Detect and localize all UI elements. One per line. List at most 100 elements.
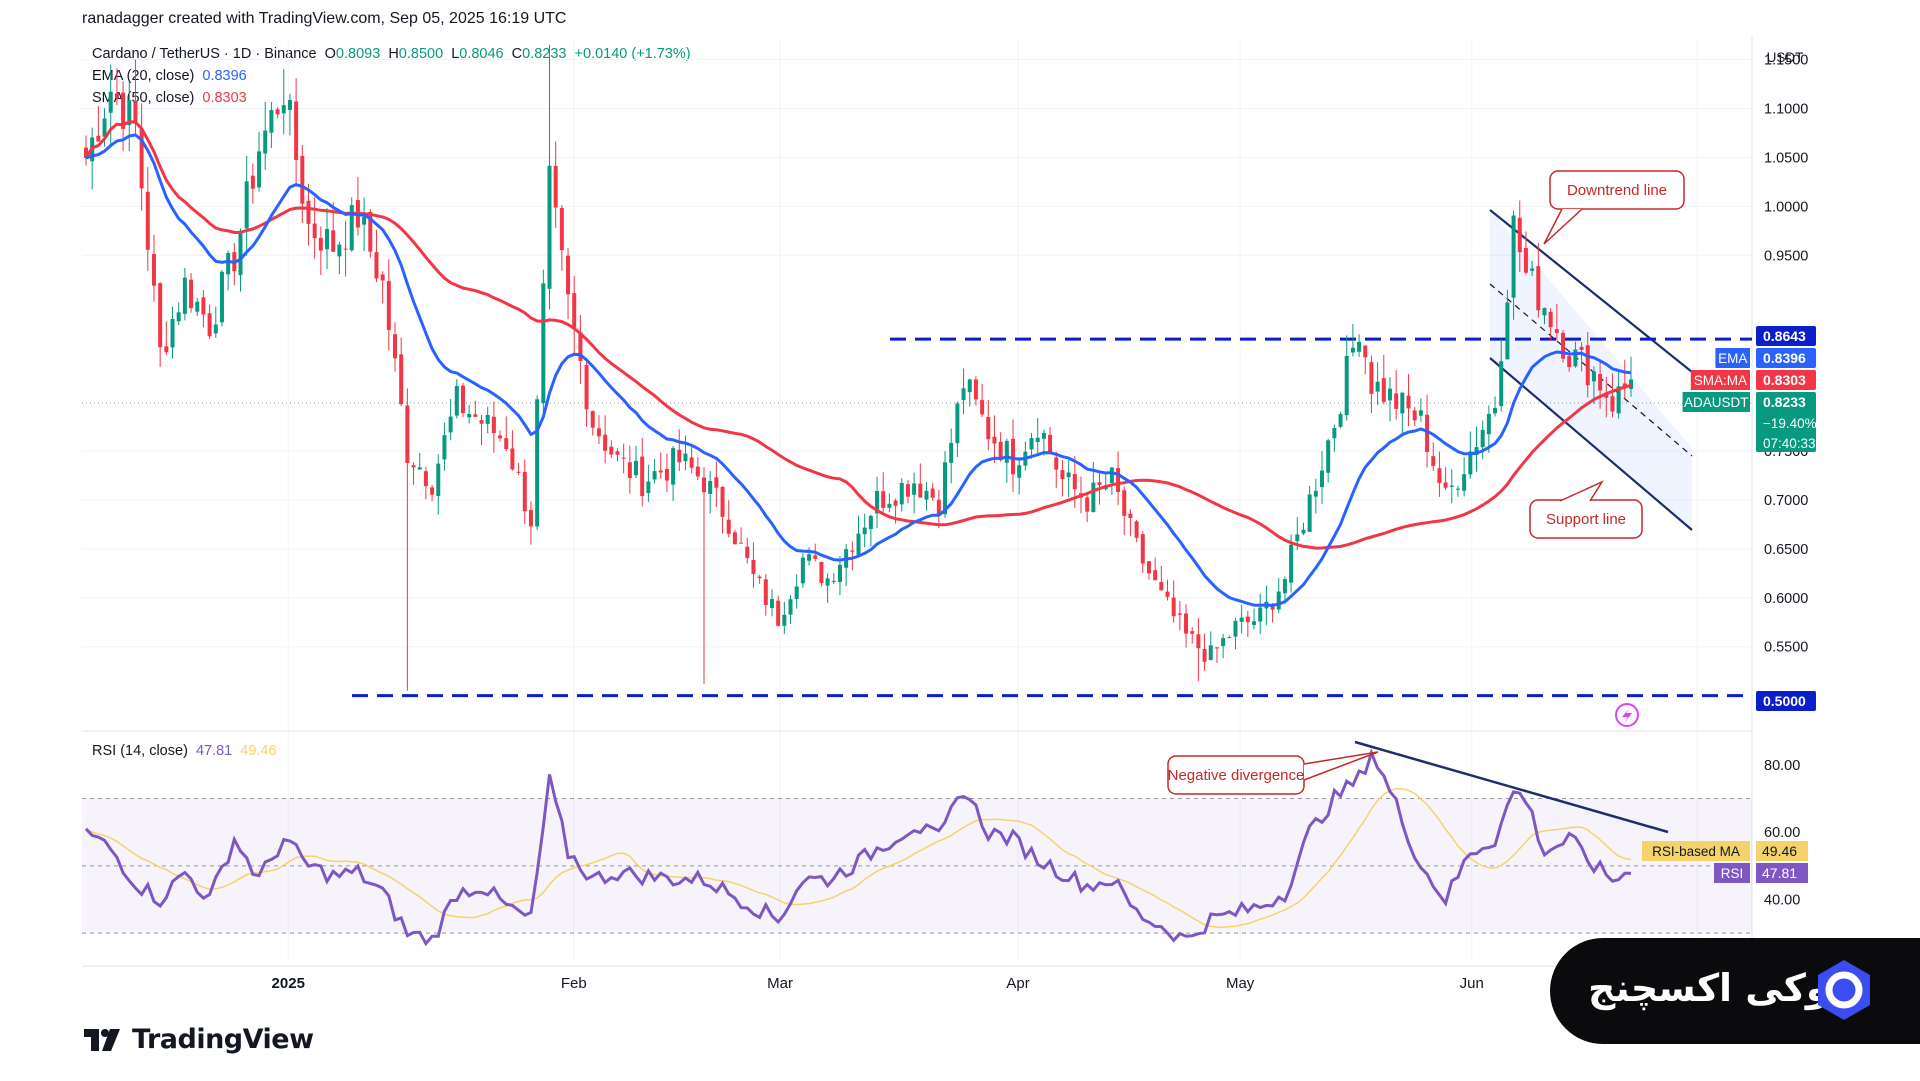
candle-body xyxy=(281,105,286,114)
candle-body xyxy=(133,101,138,124)
candle-body xyxy=(423,471,428,487)
downtrend-line xyxy=(1489,209,1693,373)
candle-body xyxy=(1048,434,1053,453)
candle-body xyxy=(176,312,181,322)
annotation-tail xyxy=(1303,751,1379,781)
price-axis[interactable]: USDT1.15001.10001.05001.00000.95000.7500… xyxy=(1764,50,1808,656)
rsi-tag-box xyxy=(1756,863,1808,883)
candle-body xyxy=(664,468,669,481)
candle-body xyxy=(498,435,503,439)
candle-body xyxy=(652,471,657,480)
exchange-logo-icon xyxy=(1818,960,1870,1020)
price-tag-extra: −19.40% xyxy=(1763,416,1817,431)
candle-body xyxy=(1208,645,1213,660)
rsi-band xyxy=(82,798,1752,934)
candle-body xyxy=(547,165,552,289)
candle-body xyxy=(955,403,960,444)
support-line xyxy=(1489,357,1693,531)
rsi-value: 47.81 xyxy=(195,743,233,759)
candle-body xyxy=(473,414,478,417)
candle-body xyxy=(1122,490,1127,516)
candle-body xyxy=(1381,378,1386,402)
candle-body xyxy=(1523,247,1528,273)
candle-body xyxy=(318,237,323,251)
candle-body xyxy=(275,109,280,115)
candle-body xyxy=(1629,379,1633,389)
tradingview-logo[interactable]: TradingView xyxy=(84,1024,314,1055)
candle-body xyxy=(572,293,577,329)
candle-body xyxy=(1196,634,1201,649)
price-tick-label: 0.6500 xyxy=(1764,542,1808,558)
ema-label: EMA (20, close) xyxy=(92,68,195,84)
price-tick-label: 1.1500 xyxy=(1764,53,1808,69)
candle-body xyxy=(1245,616,1250,623)
ema-value: 0.8396 xyxy=(202,68,247,84)
candle-body xyxy=(1258,607,1263,622)
candle-body xyxy=(566,255,571,295)
candle-body xyxy=(145,191,150,250)
candle-body xyxy=(1486,413,1491,435)
candle-body xyxy=(862,527,867,535)
candle-body xyxy=(84,147,88,158)
price-tag-name-box xyxy=(1690,370,1750,390)
candle-body xyxy=(1610,396,1615,412)
price-tick-label: 0.7000 xyxy=(1764,493,1808,509)
candle-body xyxy=(1017,465,1022,478)
sma-value: 0.8303 xyxy=(202,90,247,106)
candle-body xyxy=(300,155,305,204)
candle-body xyxy=(1041,432,1046,439)
candle-body xyxy=(516,471,521,473)
candle-body xyxy=(998,441,1003,461)
watermark-badge: اوکی اکسچنج xyxy=(1550,938,1920,1044)
candle-body xyxy=(1165,591,1170,597)
candle-body xyxy=(430,487,435,495)
candle-body xyxy=(374,252,379,279)
candle-body xyxy=(745,546,750,559)
candle-body xyxy=(1313,490,1318,497)
candle-body xyxy=(1591,371,1596,382)
candle-body xyxy=(337,244,342,257)
candle-body xyxy=(1332,428,1337,439)
candle-body xyxy=(448,416,453,433)
candle-body xyxy=(930,488,935,498)
candle-body xyxy=(1233,620,1238,637)
candle-body xyxy=(1011,438,1015,475)
rsi-line xyxy=(84,748,1632,947)
rsi-tick-label: 80.00 xyxy=(1764,758,1800,774)
candle-body xyxy=(1499,361,1504,407)
candle-body xyxy=(788,599,793,615)
rsi-legend[interactable]: RSI (14, close) 47.81 49.46 xyxy=(92,743,281,759)
candle-body xyxy=(102,118,107,137)
candle-body xyxy=(1109,467,1114,483)
tradingview-logo-icon xyxy=(84,1028,120,1051)
time-axis[interactable]: 2025FebMarAprMayJunJulAug xyxy=(272,975,1920,992)
candle-body xyxy=(961,388,966,401)
lightning-icon[interactable] xyxy=(1615,703,1639,727)
candle-body xyxy=(436,463,441,496)
ema-legend[interactable]: EMA (20, close) 0.8396 xyxy=(92,68,251,84)
rsi-tag-box xyxy=(1756,841,1808,861)
candle-body xyxy=(417,467,422,470)
symbol-name[interactable]: Cardano / TetherUS · 1D · Binance xyxy=(92,46,317,62)
rsi-ma-value: 49.46 xyxy=(240,743,277,759)
candle-body xyxy=(1344,355,1349,416)
price-tag-name: EMA xyxy=(1718,351,1747,366)
rsi-lines xyxy=(84,740,1669,947)
candle-body xyxy=(943,462,948,515)
rsi-axis[interactable]: 80.00 60.00 40.00 xyxy=(1764,758,1800,909)
open-label: O xyxy=(324,46,336,62)
candle-body xyxy=(807,554,812,561)
candle-body xyxy=(837,564,842,583)
candle-body xyxy=(899,482,904,505)
price-tag-value: 0.5000 xyxy=(1763,693,1806,709)
change-value: +0.0140 (+1.73%) xyxy=(574,46,691,62)
candle-body xyxy=(522,471,527,512)
close-label: C xyxy=(511,46,523,62)
candle-body xyxy=(269,110,274,133)
candle-body xyxy=(1029,438,1034,450)
price-tags: 0.8643 0.8396 EMA 0.8303 SMA:MA 0.8233 ADAUSDT… xyxy=(1642,326,1817,883)
candle-body xyxy=(1474,447,1479,456)
candle-body xyxy=(1221,638,1226,646)
candle-body xyxy=(1190,631,1195,634)
